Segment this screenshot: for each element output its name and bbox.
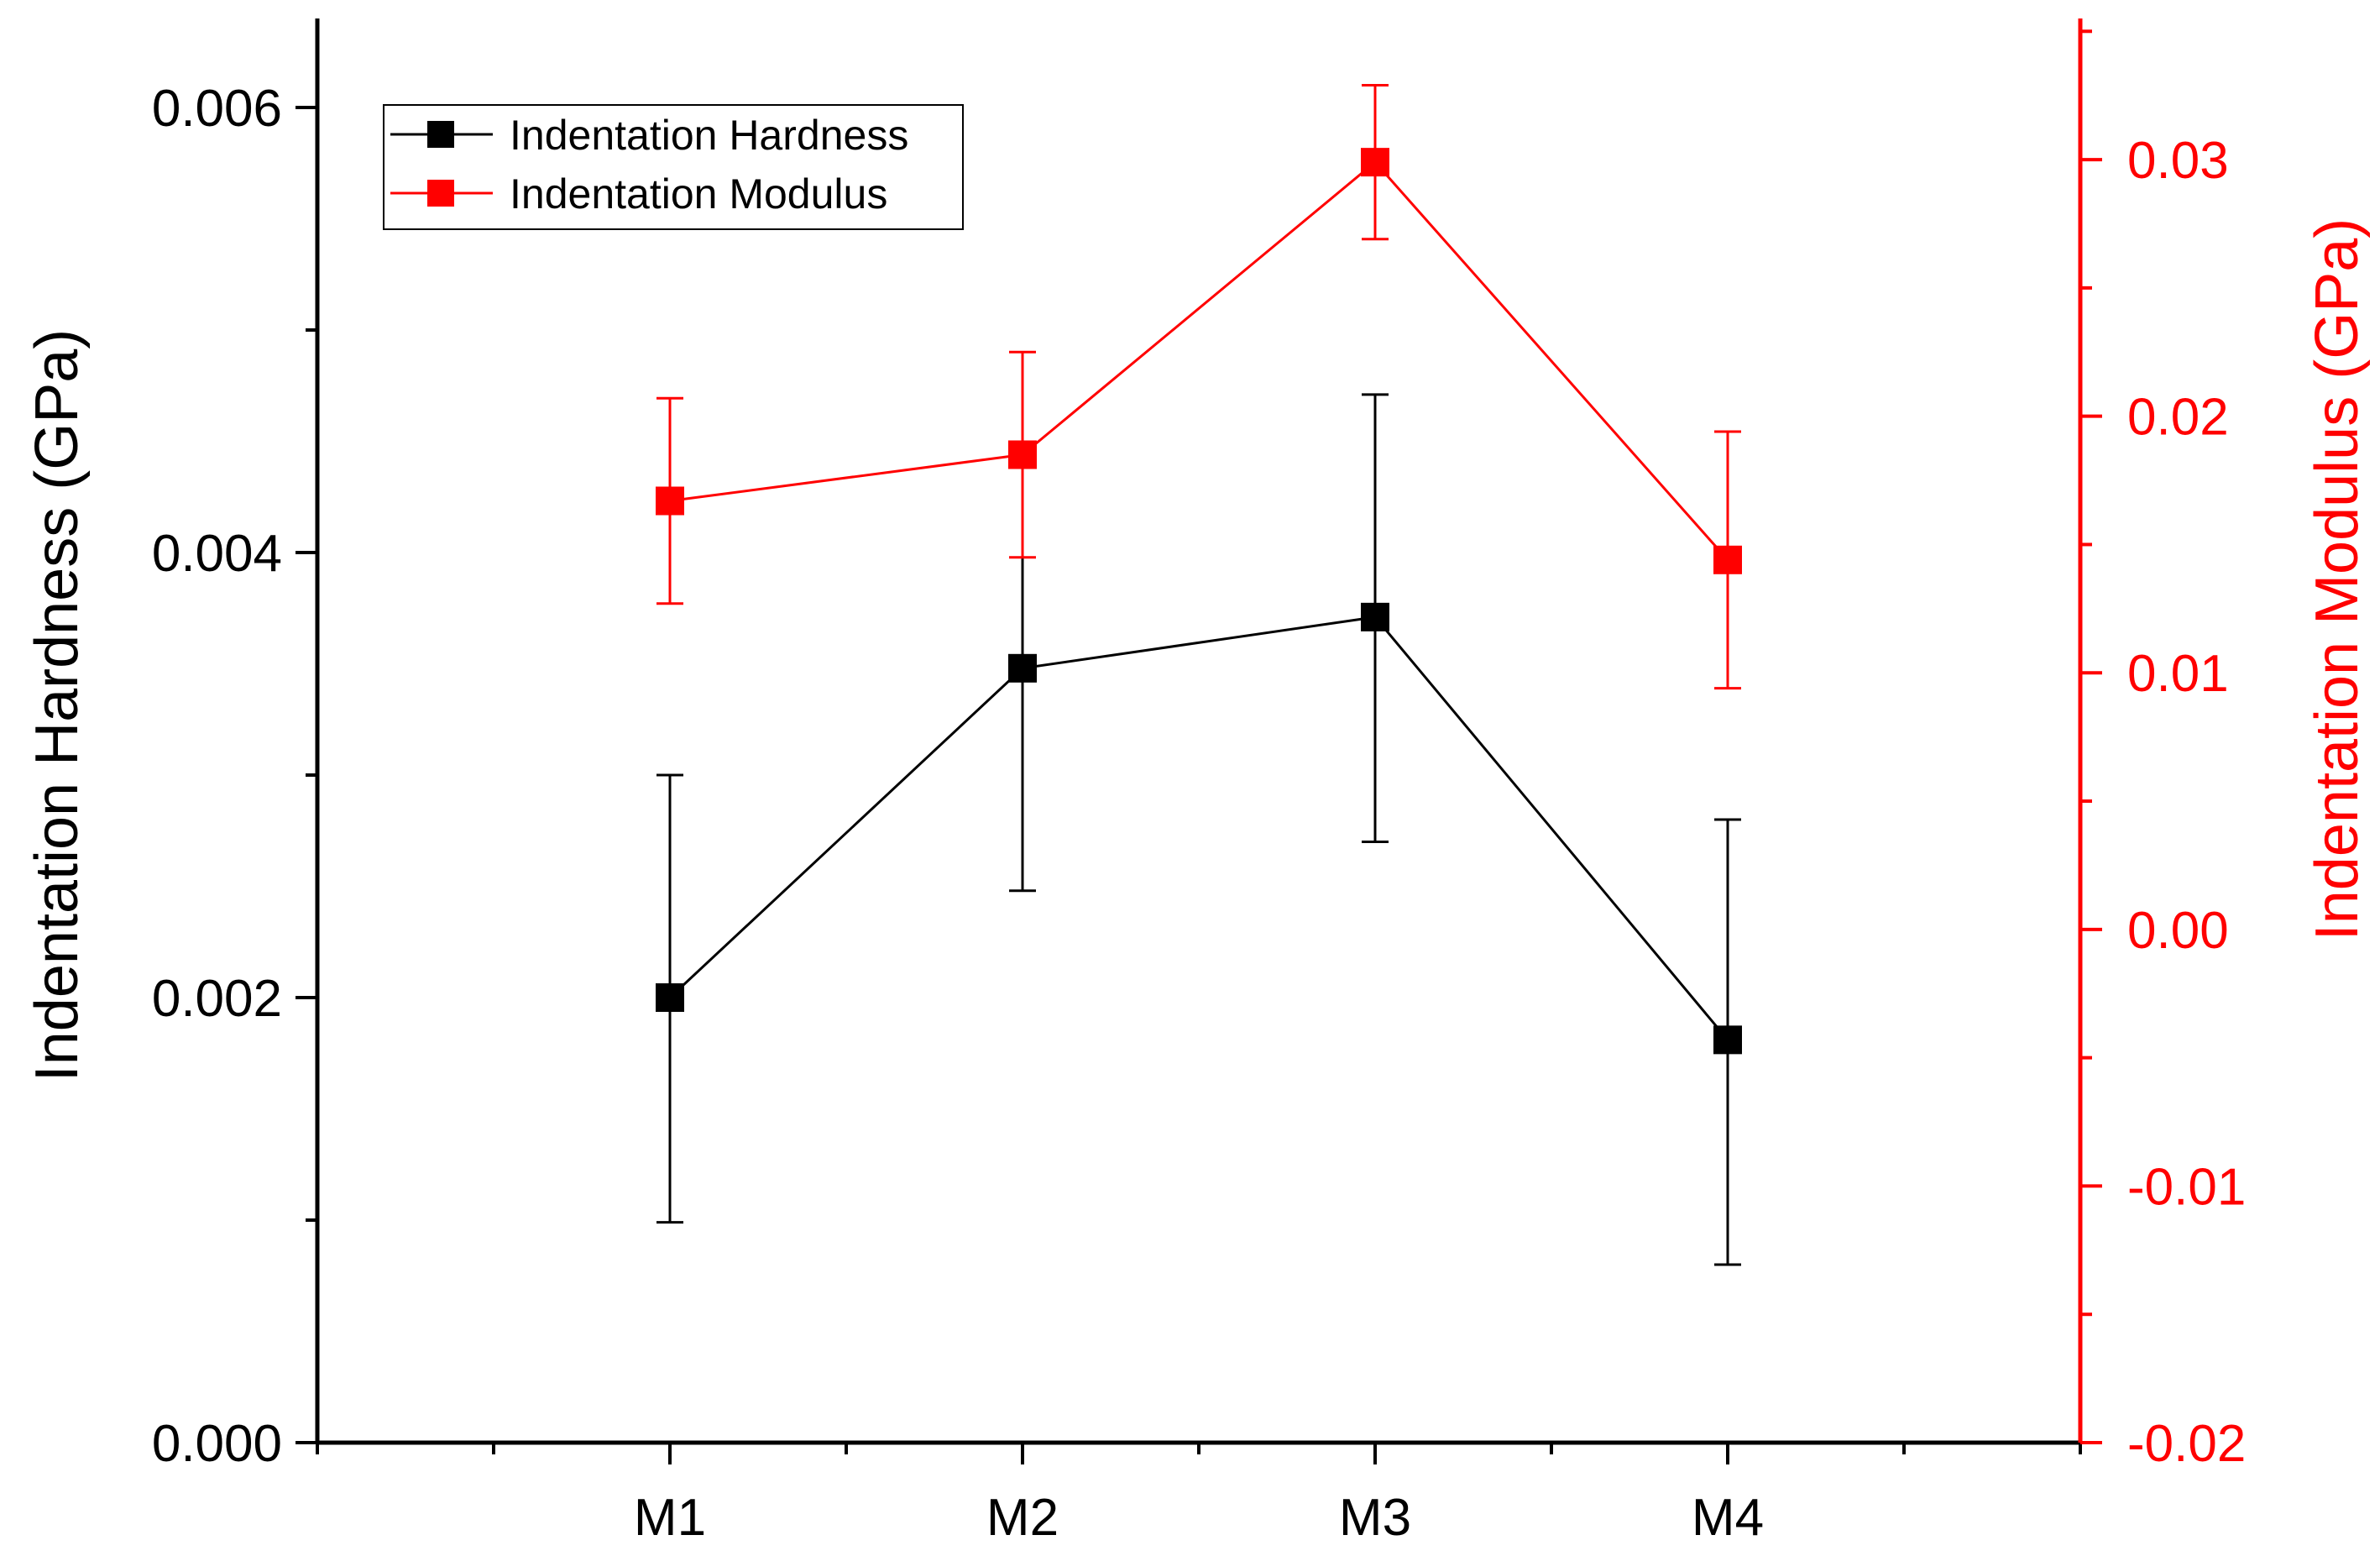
data-point — [1713, 1025, 1742, 1055]
right-tick-label: 0.01 — [2127, 645, 2229, 703]
series-layer — [656, 83, 1742, 1266]
data-point — [1008, 653, 1037, 683]
right-tick-label: 0.03 — [2127, 132, 2229, 190]
data-point — [1008, 440, 1037, 469]
x-tick-label: M2 — [986, 1489, 1059, 1547]
data-point — [1713, 545, 1742, 574]
series-line — [669, 160, 1729, 561]
data-point — [656, 983, 684, 1012]
right-tick-label: -0.01 — [2127, 1158, 2246, 1216]
left-tick-label: 0.000 — [152, 1415, 282, 1473]
plot-frame — [315, 18, 2083, 1445]
x-tick-label: M3 — [1339, 1489, 1411, 1547]
legend-label: Indentation Hardness — [510, 112, 908, 159]
left-tick-label: 0.006 — [152, 80, 282, 138]
legend-item: Indentation Modulus — [390, 170, 887, 217]
right-tick-label: 0.02 — [2127, 389, 2229, 447]
data-point — [656, 486, 684, 516]
series-line — [668, 616, 1729, 1041]
series-hardness — [656, 393, 1742, 1266]
left-tick-label: 0.004 — [152, 525, 282, 583]
x-tick-label: M4 — [1692, 1489, 1764, 1547]
legend-marker — [427, 180, 454, 207]
legend-item: Indentation Hardness — [390, 112, 908, 159]
left-axis: 0.000 0.002 0.004 0.006 — [152, 80, 317, 1473]
x-tick-label: M1 — [634, 1489, 706, 1547]
legend-box — [383, 104, 964, 230]
x-axis: M1 M2 M3 M4 — [316, 1443, 2082, 1547]
series-modulus — [656, 83, 1742, 690]
right-axis-title: Indentation Modulus (GPa) — [2304, 218, 2371, 940]
data-point — [1361, 148, 1389, 177]
legend-label: Indentation Modulus — [510, 170, 887, 217]
legend: Indentation Hardness Indentation Modulus — [383, 104, 964, 230]
left-axis-title: Indentation Hardness (GPa) — [24, 329, 91, 1082]
right-tick-label: 0.00 — [2127, 902, 2229, 960]
legend-items: Indentation Hardness Indentation Modulus — [390, 112, 908, 217]
right-tick-label: -0.02 — [2127, 1415, 2246, 1473]
left-tick-label: 0.002 — [152, 970, 282, 1028]
data-point — [1361, 602, 1389, 631]
right-axis: -0.02 -0.01 0.00 0.01 0.02 0.03 — [2080, 29, 2246, 1473]
legend-marker — [427, 121, 454, 148]
